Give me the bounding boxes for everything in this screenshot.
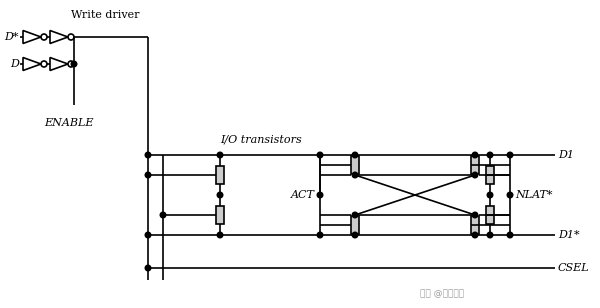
Circle shape [487,192,493,198]
Circle shape [317,152,323,158]
Circle shape [352,212,358,218]
Circle shape [487,232,493,238]
Bar [471,216,479,234]
Bar [471,156,479,174]
Circle shape [472,172,478,178]
Text: 知乎 @电圆轻拂: 知乎 @电圆轻拂 [420,289,464,298]
Circle shape [217,152,223,158]
Text: D*: D* [5,32,19,42]
Circle shape [352,172,358,178]
Circle shape [145,265,151,271]
Circle shape [472,152,478,158]
Bar [486,166,494,184]
Circle shape [472,212,478,218]
Text: D1*: D1* [558,230,580,240]
Circle shape [145,232,151,238]
Text: D1: D1 [558,150,574,160]
Circle shape [507,192,513,198]
Circle shape [507,152,513,158]
Circle shape [145,152,151,158]
Text: CSEL: CSEL [558,263,590,273]
Text: ENABLE: ENABLE [44,118,94,128]
Circle shape [145,172,151,178]
Text: Write driver: Write driver [71,10,139,20]
Circle shape [352,232,358,238]
Circle shape [71,61,77,67]
Text: I/O transistors: I/O transistors [220,135,302,145]
Circle shape [217,232,223,238]
Circle shape [217,192,223,198]
Circle shape [317,192,323,198]
Circle shape [472,232,478,238]
Circle shape [487,152,493,158]
Circle shape [352,152,358,158]
Text: NLAT*: NLAT* [515,190,553,200]
Bar [216,166,224,184]
Text: ACT: ACT [291,190,315,200]
Circle shape [507,232,513,238]
Bar [216,206,224,224]
Text: D: D [10,59,19,69]
Bar [486,206,494,224]
Circle shape [317,232,323,238]
Bar [351,156,359,174]
Circle shape [160,212,166,218]
Bar [351,216,359,234]
